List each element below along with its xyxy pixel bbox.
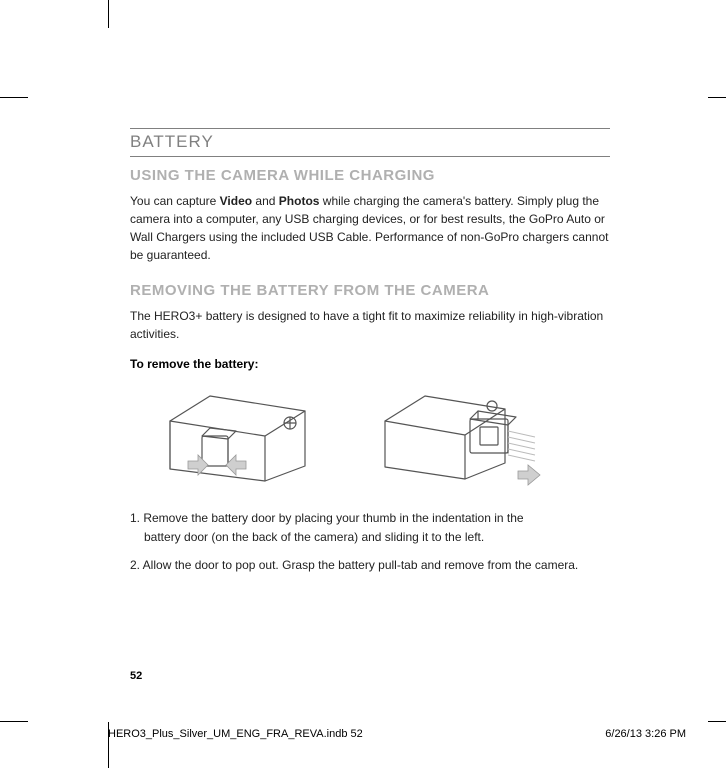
text: battery door (on the back of the camera)… bbox=[144, 528, 610, 547]
text-bold: Photos bbox=[279, 194, 320, 208]
crop-mark bbox=[0, 721, 28, 722]
para-removing: The HERO3+ battery is designed to have a… bbox=[130, 307, 610, 343]
footer-filename: HERO3_Plus_Silver_UM_ENG_FRA_REVA.indb 5… bbox=[108, 728, 363, 740]
text: and bbox=[252, 194, 279, 208]
illustration-step1 bbox=[150, 381, 330, 491]
crop-mark bbox=[708, 97, 726, 98]
section-title: BATTERY bbox=[130, 128, 610, 157]
crop-mark bbox=[108, 0, 109, 28]
text-bold: Video bbox=[220, 194, 252, 208]
illustration-row bbox=[150, 381, 610, 491]
step-2: 2. Allow the door to pop out. Grasp the … bbox=[130, 556, 610, 575]
subheading-removing: REMOVING THE BATTERY FROM THE CAMERA bbox=[130, 282, 610, 299]
text: You can capture bbox=[130, 194, 220, 208]
footer-timestamp: 6/26/13 3:26 PM bbox=[605, 728, 686, 740]
subheading-charging: USING THE CAMERA WHILE CHARGING bbox=[130, 167, 610, 184]
page-content: BATTERY USING THE CAMERA WHILE CHARGING … bbox=[130, 128, 610, 585]
crop-mark bbox=[0, 97, 28, 98]
para-charging: You can capture Video and Photos while c… bbox=[130, 192, 610, 264]
mini-heading: To remove the battery: bbox=[130, 357, 610, 371]
crop-mark bbox=[708, 721, 726, 722]
step-1: 1. Remove the battery door by placing yo… bbox=[130, 509, 610, 546]
illustration-step2 bbox=[370, 381, 550, 491]
text: 1. Remove the battery door by placing yo… bbox=[130, 511, 524, 525]
page-number: 52 bbox=[130, 670, 142, 682]
